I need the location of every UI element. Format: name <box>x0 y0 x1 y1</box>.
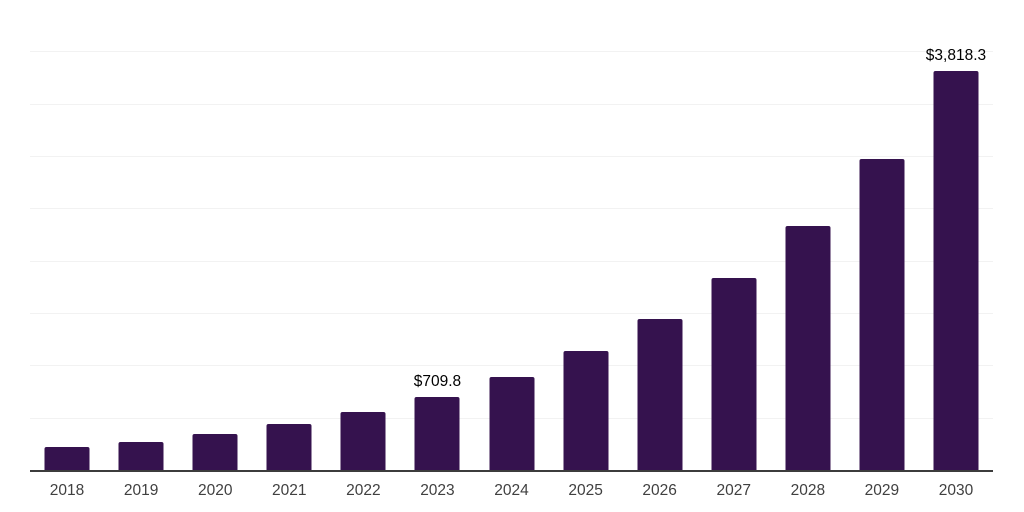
x-tick-label-2018: 2018 <box>49 482 85 499</box>
bar-slot <box>697 0 771 471</box>
bar-slot: $3,818.3 <box>919 0 993 471</box>
bar-2029[interactable] <box>859 158 905 471</box>
x-tick-label-2025: 2025 <box>568 482 603 499</box>
bar-slot <box>549 0 623 471</box>
bar-slot <box>845 0 919 471</box>
gridline <box>30 365 993 367</box>
bar-2024[interactable] <box>489 376 534 471</box>
x-tick-label-2022: 2022 <box>346 482 381 499</box>
x-tick-label-2029: 2029 <box>864 482 900 499</box>
bar-value-label-2030: $3,818.3 <box>925 47 987 65</box>
bar-slot <box>178 0 252 471</box>
x-tick-label-2020: 2020 <box>197 482 233 499</box>
x-tick-label-2028: 2028 <box>790 482 826 499</box>
x-tick-label-2021: 2021 <box>272 482 307 499</box>
bar-value-label-2023: $709.8 <box>413 372 462 390</box>
bar-2018[interactable] <box>44 446 90 471</box>
x-tick-label-2027: 2027 <box>716 482 751 499</box>
bar-slot <box>326 0 400 471</box>
bar-2022[interactable] <box>340 411 386 471</box>
plot-area: $709.8 $3,818.3 <box>30 0 993 472</box>
bar-series: $709.8 $3,818.3 <box>30 0 993 471</box>
bar-slot <box>252 0 326 471</box>
gridline <box>30 260 993 262</box>
bar-2026[interactable] <box>637 319 683 471</box>
x-tick-label-2024: 2024 <box>494 482 529 499</box>
gridline <box>30 51 993 53</box>
bar-slot <box>30 0 104 471</box>
bar-slot <box>771 0 845 471</box>
bar-2020[interactable] <box>192 433 238 471</box>
gridline <box>30 103 993 105</box>
gridline <box>30 156 993 157</box>
bar-slot <box>623 0 697 471</box>
x-tick-label-2023: 2023 <box>420 482 455 499</box>
bar-2027[interactable] <box>711 277 757 471</box>
x-tick-label-2019: 2019 <box>123 482 159 499</box>
bar-slot: $709.8 <box>400 0 474 471</box>
x-axis-line <box>30 470 993 472</box>
bar-2019[interactable] <box>118 441 164 471</box>
x-tick-label-2026: 2026 <box>642 482 677 499</box>
x-axis-labels: 2018 2019 2020 2021 2022 2023 2024 2025 2026 2027… <box>30 482 993 500</box>
gridline <box>30 208 993 210</box>
x-tick-label-2030: 2030 <box>938 482 974 499</box>
gridline <box>30 313 993 314</box>
bar-2030[interactable] <box>933 71 979 471</box>
bar-2023[interactable] <box>414 396 460 471</box>
bar-slot <box>104 0 178 471</box>
bar-slot <box>474 0 548 471</box>
bar-2021[interactable] <box>266 423 312 471</box>
bar-2028[interactable] <box>785 225 831 471</box>
bar-2025[interactable] <box>563 351 609 471</box>
